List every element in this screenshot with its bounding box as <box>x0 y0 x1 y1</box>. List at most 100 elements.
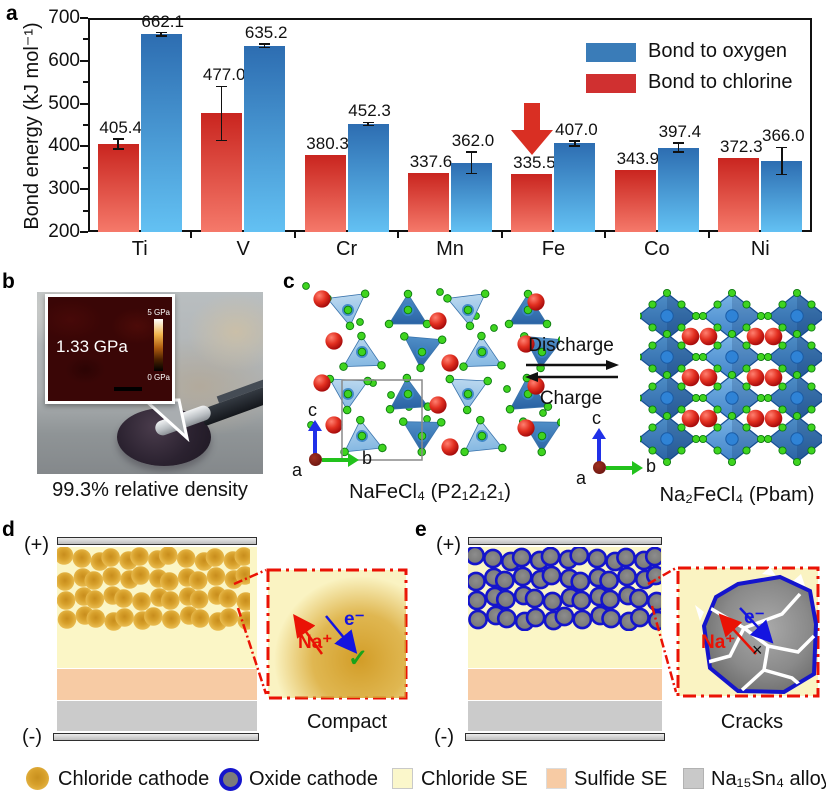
bar-Fe-chlorine <box>511 174 553 232</box>
bar-value-label: 362.0 <box>451 130 495 150</box>
sulfide-se-layer <box>57 669 257 700</box>
y-major-tick <box>80 17 88 19</box>
y-minor-tick <box>83 209 88 212</box>
y-tick-label: 700 <box>48 7 80 28</box>
y-tick-label: 400 <box>48 135 80 157</box>
y-major-tick <box>80 145 88 148</box>
bar-Fe-oxygen <box>554 143 596 232</box>
error-bar-stem <box>470 151 473 174</box>
chart-legend-label: Bond to chlorine <box>648 71 793 93</box>
pellet-photo: 1.33 GPa 5 GPa 0 GPa <box>37 292 263 474</box>
axis-c-label: c <box>592 408 601 428</box>
panel-label-c: c <box>283 270 295 293</box>
axis-a-dot <box>309 453 322 466</box>
error-bar-cap <box>112 138 124 140</box>
electron-label: e⁻ <box>744 607 765 628</box>
bar-Cr-oxygen <box>347 124 389 232</box>
y-tick-label: 500 <box>48 92 80 114</box>
top-current-collector <box>468 537 662 545</box>
oxide-cathode-swatch <box>219 768 242 791</box>
x-category-label: V <box>236 238 250 260</box>
electron-label: e⁻ <box>344 609 365 630</box>
colorbar-min-label: 0 GPa <box>147 373 170 382</box>
y-minor-tick <box>83 38 88 41</box>
bar-value-label: 405.4 <box>99 117 142 137</box>
top-current-collector <box>57 537 257 545</box>
y-minor-tick <box>83 166 88 169</box>
legend-oxide-cathode: Oxide cathode <box>249 768 378 790</box>
x-minor-tick <box>397 232 400 238</box>
nafecl4-caption: NaFeCl₄ (P2₁2₁2₁) <box>349 481 511 503</box>
chart-legend-swatch <box>586 43 636 62</box>
cross-mark: × <box>752 640 763 660</box>
na2fecl4-structure <box>640 288 822 467</box>
x-minor-tick <box>500 232 503 238</box>
nafecl4-structure <box>302 282 560 461</box>
axis-c-arrow <box>313 430 317 456</box>
alloy-anode-layer <box>57 701 257 731</box>
y-minor-tick <box>83 124 88 126</box>
axis-b-arrowhead <box>632 461 643 475</box>
plot-frame <box>88 18 812 232</box>
axis-c-arrowhead <box>592 428 606 439</box>
legend-chloride-se: Chloride SE <box>421 768 528 790</box>
bar-value-label: 407.0 <box>555 119 598 139</box>
bar-value-label: 372.3 <box>720 137 763 157</box>
axis-b-label: b <box>362 448 373 468</box>
axis-triad-right: c b a <box>576 408 660 490</box>
cracks-caption: Cracks <box>720 711 784 733</box>
error-bar-cap <box>362 121 374 124</box>
discharge-label: Discharge <box>528 335 614 356</box>
error-bar-stem <box>263 44 266 48</box>
x-category-label: Cr <box>336 238 358 260</box>
x-minor-tick <box>707 232 710 238</box>
error-bar-stem <box>781 147 783 175</box>
axis-b-arrow <box>322 458 350 462</box>
zoom-connector-lines <box>233 568 268 695</box>
error-bar-cap <box>216 139 228 142</box>
y-tick-label: 300 <box>48 178 80 200</box>
compact-zoom-inset <box>266 568 408 700</box>
na-ion-label: Na⁺ <box>701 632 736 653</box>
bottom-current-collector <box>53 733 259 741</box>
axis-c-label: c <box>308 400 317 420</box>
bottom-current-collector <box>465 733 665 741</box>
error-bar-stem <box>160 32 162 36</box>
chloride-se-swatch <box>392 768 413 789</box>
axis-c-arrow <box>597 438 601 464</box>
inset-pointer <box>141 398 190 442</box>
na-ion-label: Na⁺ <box>298 632 333 653</box>
x-minor-tick <box>190 232 193 238</box>
panel-label-e: e <box>415 518 427 541</box>
error-bar-cap <box>672 151 684 153</box>
bar-Ti-chlorine <box>97 144 139 232</box>
alloy-anode-layer <box>468 701 662 731</box>
axis-a-label: a <box>576 468 587 488</box>
charge-label: Charge <box>539 388 603 409</box>
negative-terminal-label: (-) <box>22 726 42 748</box>
error-bar-cap <box>672 142 684 144</box>
alloy-swatch <box>683 768 704 789</box>
error-bar-cap <box>216 85 228 88</box>
bar-Ti-oxygen <box>140 34 182 232</box>
error-bar-cap <box>259 46 271 49</box>
bar-Cr-chlorine <box>304 154 346 232</box>
axis-c-arrowhead <box>308 420 322 431</box>
error-bar-cap <box>362 124 374 127</box>
error-bar-cap <box>776 173 788 176</box>
x-minor-tick <box>604 232 607 238</box>
error-bar-cap <box>155 35 167 37</box>
error-bar-stem <box>574 140 576 146</box>
x-category-label: Ti <box>131 238 148 260</box>
y-tick-label: 600 <box>48 49 80 71</box>
bar-Mn-oxygen <box>451 162 492 232</box>
axis-triad-left: c b a <box>292 400 376 482</box>
axis-b-label: b <box>646 456 657 476</box>
zoom-connector-lines <box>647 566 678 693</box>
bar-value-label: 343.9 <box>616 149 660 169</box>
x-category-label: Ni <box>750 238 770 260</box>
error-bar-cap <box>259 43 271 45</box>
bar-value-label: 397.4 <box>658 122 702 142</box>
y-tick-label: 200 <box>48 221 80 242</box>
bar-value-label: 452.3 <box>348 101 391 121</box>
